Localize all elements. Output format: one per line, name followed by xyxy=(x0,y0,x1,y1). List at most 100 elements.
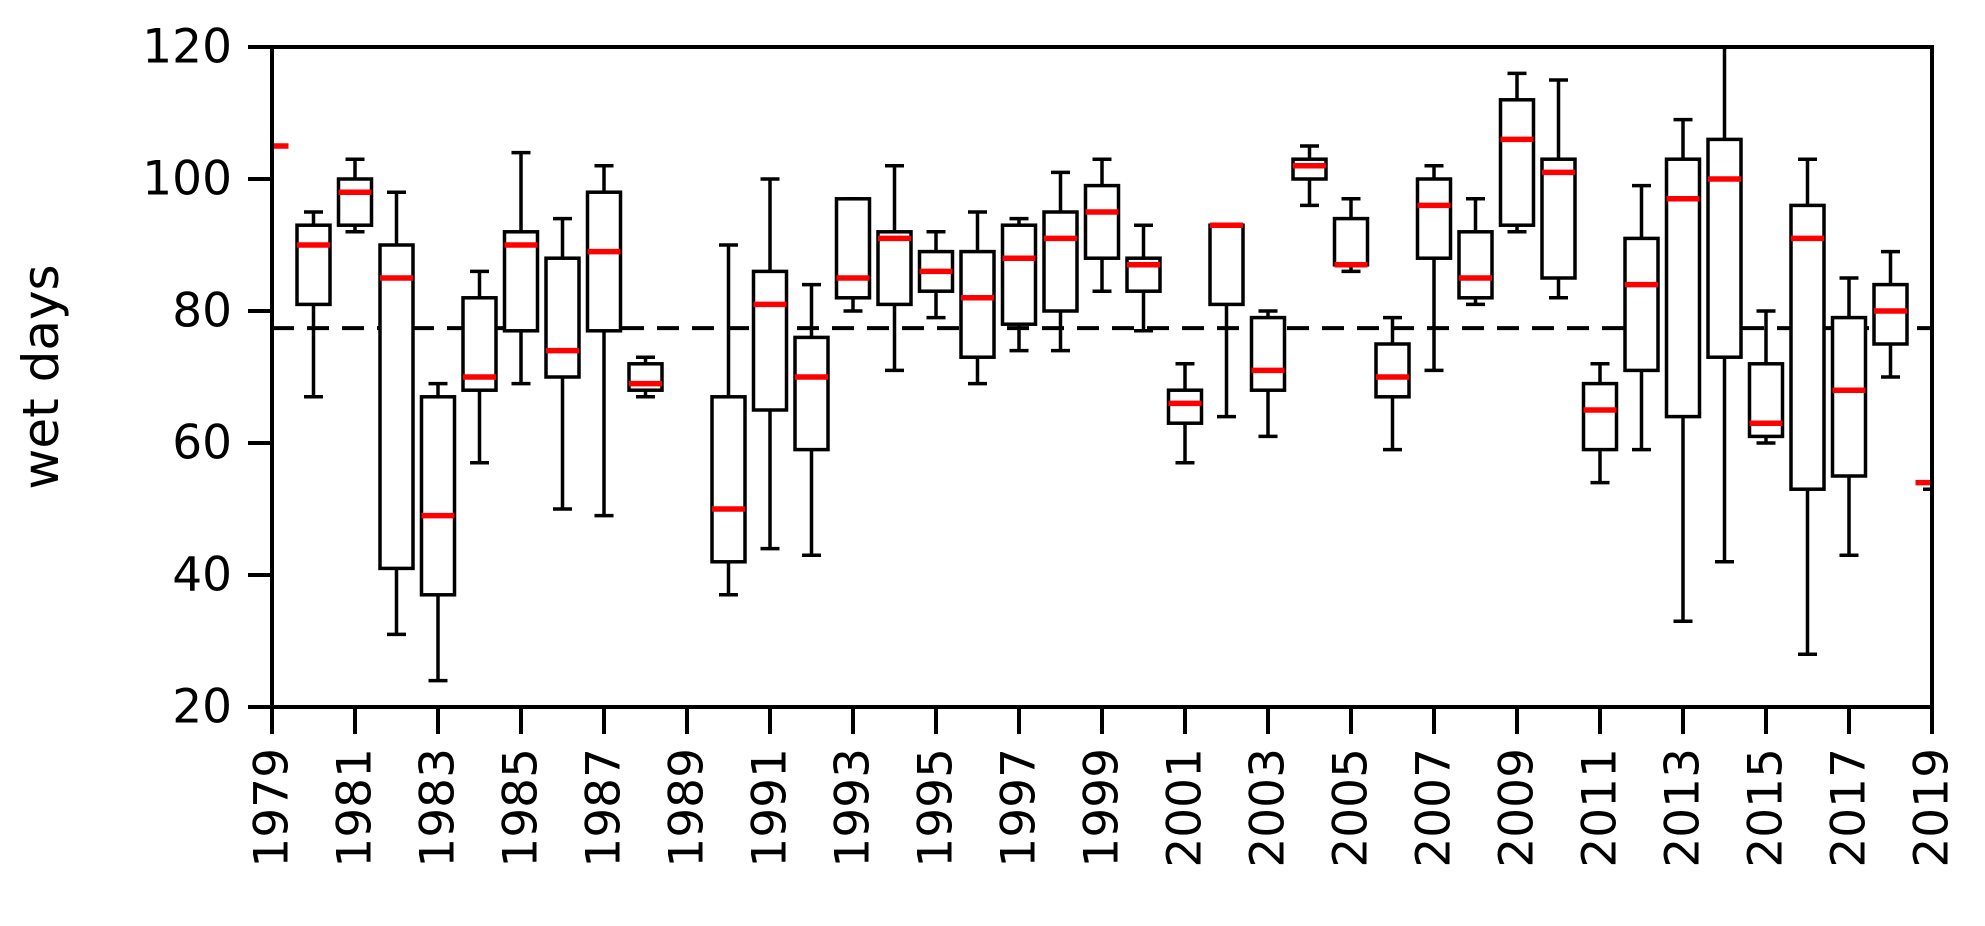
boxplot-1991 xyxy=(751,177,789,551)
y-tick-label: 100 xyxy=(142,152,232,207)
y-tick-label: 20 xyxy=(172,680,232,735)
iqr-box xyxy=(793,335,830,452)
boxplot-1987 xyxy=(585,164,623,518)
y-tick-label: 60 xyxy=(172,416,232,471)
boxplot-2013 xyxy=(1664,117,1702,623)
y-axis-title: wet days xyxy=(12,264,70,489)
iqr-box xyxy=(585,190,623,333)
boxplot-1984 xyxy=(461,269,498,465)
y-tick-label: 80 xyxy=(172,284,232,339)
x-tick-label: 1991 xyxy=(743,748,798,868)
boxplot-2000 xyxy=(1125,223,1162,333)
boxplot-2014 xyxy=(1706,47,1743,564)
boxplot-2003 xyxy=(1249,309,1287,439)
iqr-box xyxy=(751,269,789,412)
iqr-box xyxy=(1872,282,1909,346)
iqr-box xyxy=(1789,203,1826,491)
x-tick-label: 1999 xyxy=(1075,748,1130,868)
iqr-box xyxy=(1623,236,1660,373)
boxplot-2010 xyxy=(1540,78,1577,300)
x-tick-label: 1987 xyxy=(577,748,632,868)
boxplot-1997 xyxy=(1000,216,1038,353)
iqr-box xyxy=(876,230,913,307)
y-tick-label: 120 xyxy=(142,20,232,75)
boxplot-1996 xyxy=(959,210,996,386)
boxplot-1994 xyxy=(876,164,913,373)
x-tick-label: 2009 xyxy=(1490,748,1545,868)
iqr-box xyxy=(1291,157,1328,181)
boxplot-2007 xyxy=(1415,164,1453,373)
boxplot-1983 xyxy=(419,381,457,683)
boxplot-2009 xyxy=(1498,71,1536,234)
iqr-box xyxy=(1208,223,1245,307)
iqr-box xyxy=(544,256,581,379)
x-tick-label: 2019 xyxy=(1905,748,1960,868)
x-tick-label: 2015 xyxy=(1739,748,1794,868)
x-tick-label: 1985 xyxy=(494,748,549,868)
iqr-box xyxy=(1706,137,1743,359)
x-tick-label: 1997 xyxy=(992,748,1047,868)
boxplot-1999 xyxy=(1083,157,1121,293)
iqr-box xyxy=(1830,315,1868,478)
iqr-box xyxy=(710,395,747,564)
boxplot-2018 xyxy=(1872,249,1909,379)
iqr-box xyxy=(834,197,872,300)
x-tick-label: 1995 xyxy=(909,748,964,868)
y-tick-label: 40 xyxy=(172,548,232,603)
x-tick-label: 2001 xyxy=(1158,748,1213,868)
boxplot-1995 xyxy=(917,230,955,320)
iqr-box xyxy=(1166,388,1204,425)
boxplot-1986 xyxy=(544,216,581,511)
iqr-box xyxy=(1498,98,1536,227)
boxplot-1981 xyxy=(336,157,374,234)
iqr-box xyxy=(1083,183,1121,260)
boxplot-1992 xyxy=(793,282,830,557)
iqr-box xyxy=(959,249,996,359)
boxplot-2016 xyxy=(1789,157,1826,656)
boxplot-2001 xyxy=(1166,362,1204,465)
x-tick-label: 2013 xyxy=(1656,748,1711,868)
x-tick-label: 2017 xyxy=(1822,748,1877,868)
iqr-box xyxy=(502,230,540,333)
iqr-box xyxy=(1581,381,1619,452)
boxplot-2006 xyxy=(1374,315,1411,452)
boxplots-group xyxy=(272,47,1932,683)
x-tick-label: 2007 xyxy=(1407,748,1462,868)
x-tick-label: 1981 xyxy=(328,748,383,868)
x-tick-label: 2003 xyxy=(1241,748,1296,868)
boxplot-2002 xyxy=(1208,222,1245,419)
iqr-box xyxy=(336,177,374,227)
iqr-box xyxy=(378,243,415,571)
boxplot-2004 xyxy=(1291,144,1328,208)
iqr-box xyxy=(1374,342,1411,399)
boxplot-1985 xyxy=(502,150,540,386)
x-tick-label: 1989 xyxy=(660,748,715,868)
iqr-box xyxy=(419,395,457,597)
plot-area: 20 40 60 80 100 120 1979 1981 1983 1985 1987 1989 19… xyxy=(142,20,1959,868)
boxplot-2017 xyxy=(1830,276,1868,557)
boxplot-1982 xyxy=(378,190,415,637)
iqr-box xyxy=(1664,157,1702,419)
iqr-box xyxy=(1415,177,1453,260)
iqr-box xyxy=(1000,223,1038,326)
iqr-box xyxy=(1540,157,1577,280)
boxplot-1980 xyxy=(295,210,332,399)
boxplot-1988 xyxy=(627,355,664,399)
boxplot-1998 xyxy=(1042,170,1079,353)
iqr-box xyxy=(1332,216,1370,267)
x-tick-label: 2011 xyxy=(1573,748,1628,868)
boxplot-2015 xyxy=(1747,309,1785,445)
boxplot-1990 xyxy=(710,243,747,597)
x-tick-label: 1983 xyxy=(411,748,466,868)
x-tick-label: 2005 xyxy=(1324,748,1379,868)
boxplot-2012 xyxy=(1623,183,1660,452)
boxplot-2008 xyxy=(1457,197,1494,307)
x-tick-label: 1979 xyxy=(245,748,300,868)
iqr-box xyxy=(1249,315,1287,392)
iqr-box xyxy=(1457,230,1494,300)
x-tick-label: 1993 xyxy=(826,748,881,868)
boxplot-2011 xyxy=(1581,362,1619,485)
boxplot-2005 xyxy=(1332,197,1370,274)
